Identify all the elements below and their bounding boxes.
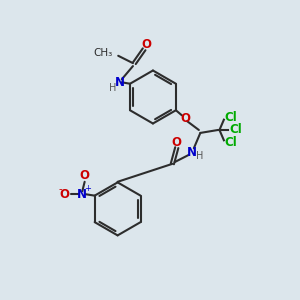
Text: H: H (109, 82, 117, 93)
Text: N: N (115, 76, 125, 89)
Text: O: O (141, 38, 151, 50)
Text: O: O (180, 112, 190, 125)
Text: +: + (84, 184, 91, 194)
Text: -: - (58, 184, 62, 194)
Text: O: O (60, 188, 70, 201)
Text: Cl: Cl (225, 136, 238, 149)
Text: N: N (77, 188, 87, 201)
Text: N: N (187, 146, 196, 159)
Text: Cl: Cl (230, 124, 242, 136)
Text: Cl: Cl (225, 111, 238, 124)
Text: CH₃: CH₃ (93, 48, 112, 58)
Text: H: H (196, 152, 203, 161)
Text: O: O (172, 136, 182, 149)
Text: O: O (80, 169, 90, 182)
